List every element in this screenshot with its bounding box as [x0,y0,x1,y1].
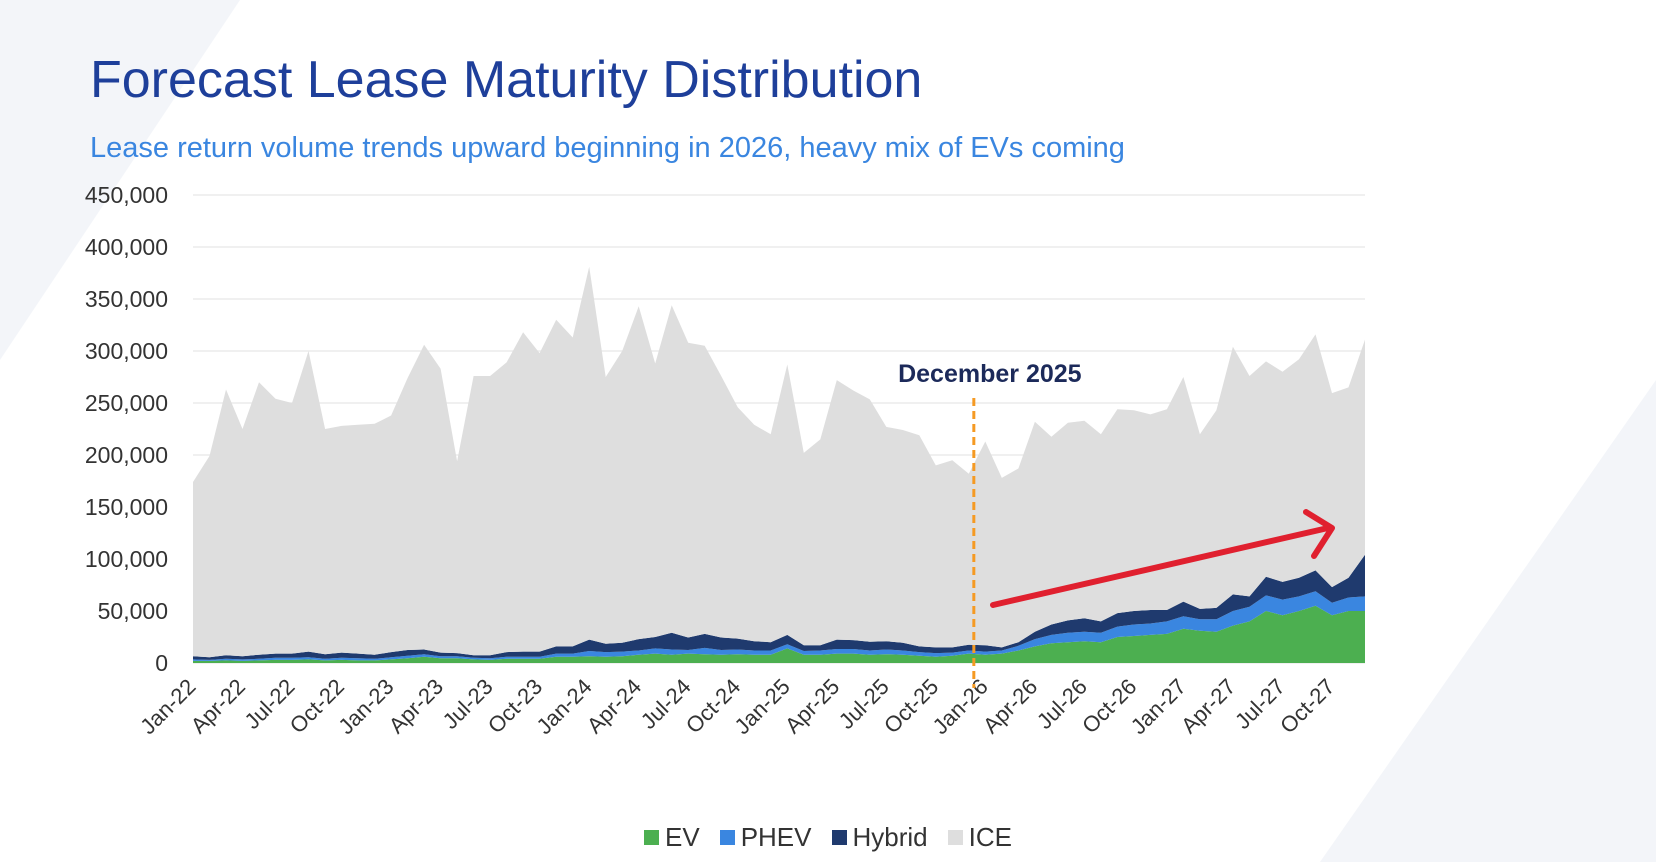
y-axis: 0 50,000 100,000 150,000 200,000 250,000 300,0… [85,182,168,676]
legend-swatch [947,830,963,845]
x-tick-label: Apr-23 [384,674,448,738]
x-tick-label: Apr-26 [978,674,1042,738]
y-tick-label: 200,000 [85,442,168,468]
legend-item-ice: ICE [947,822,1012,853]
x-tick-label: Apr-25 [780,674,844,738]
x-tick-label: Jan-24 [531,674,596,739]
legend-swatch [719,830,735,845]
x-tick-label: Jan-26 [928,674,993,739]
annotation-layer: December 2025 [898,360,1335,688]
stacked-areas [193,266,1365,663]
y-tick-label: 50,000 [98,598,168,624]
legend-swatch [644,830,659,845]
legend-label: ICE [968,822,1012,852]
x-axis: Jan-22Apr-22Jul-22Oct-22Jan-23Apr-23Jul-… [135,674,1339,739]
x-tick-label: Jan-27 [1126,674,1191,739]
y-tick-label: 350,000 [85,286,168,312]
legend-item-phev: PHEV [719,822,812,853]
y-tick-label: 300,000 [85,338,168,364]
x-tick-label: Jan-23 [333,674,398,739]
legend-label: EV [665,822,700,852]
legend-item-ev: EV [644,822,700,853]
legend-swatch [831,830,847,845]
x-tick-label: Jan-25 [730,674,795,739]
trend-arrow-head [1303,509,1335,559]
chart-subtitle: Lease return volume trends upward beginn… [90,132,1125,164]
trend-arrow-line [990,525,1331,608]
x-tick-label: Oct-27 [1275,674,1339,738]
y-tick-label: 0 [155,650,168,676]
x-tick-label: Apr-22 [186,674,250,738]
chart-title: Forecast Lease Maturity Distribution [90,51,923,109]
legend: EV PHEV Hybrid ICE [0,822,1656,853]
y-tick-label: 250,000 [85,390,168,416]
x-tick-label: Apr-27 [1176,674,1240,738]
x-tick-label: Apr-24 [582,674,646,738]
series-area-ice [193,266,1365,658]
series-area-ev [193,605,1365,663]
legend-label: Hybrid [852,822,928,852]
legend-label: PHEV [740,822,812,852]
legend-item-hybrid: Hybrid [831,822,928,853]
y-tick-label: 150,000 [85,494,168,520]
y-tick-label: 400,000 [85,234,168,260]
series-area-phev [193,591,1365,661]
y-tick-label: 100,000 [85,546,168,572]
x-tick-label: Jan-22 [135,674,200,739]
y-tick-label: 450,000 [85,182,168,208]
series-area-hybrid [193,554,1365,660]
december-2025-label: December 2025 [898,360,1082,388]
